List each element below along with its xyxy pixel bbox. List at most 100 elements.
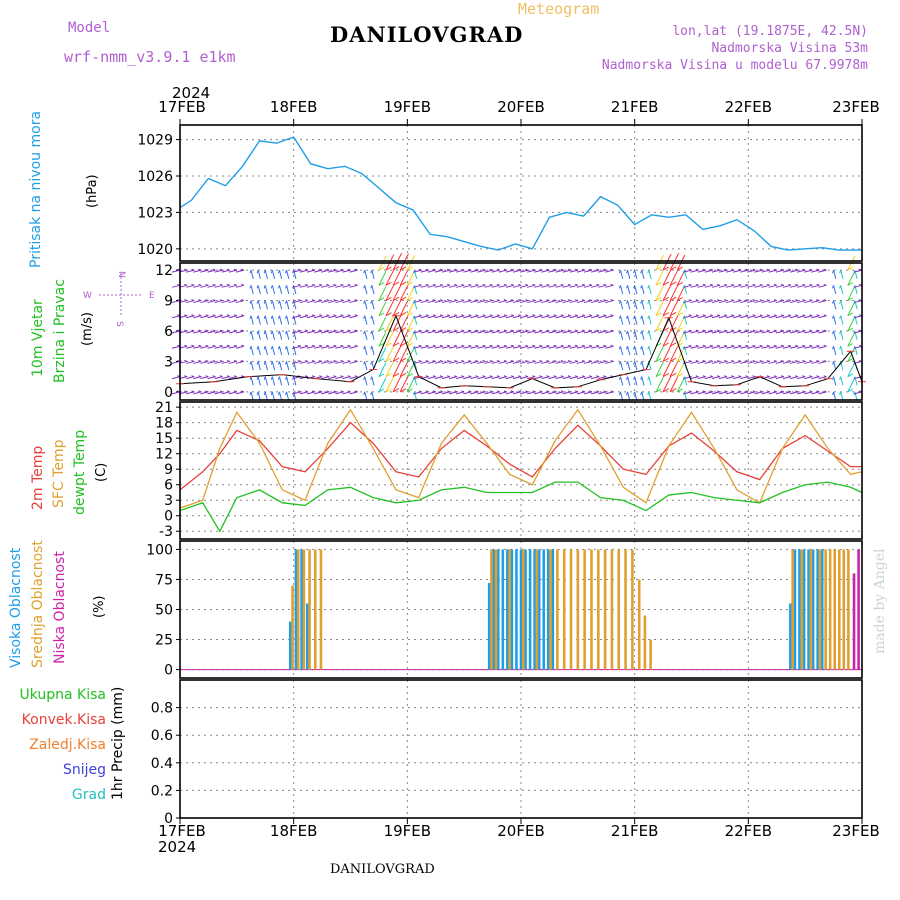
- wind-arrow: [448, 269, 458, 273]
- wind-arrow-head: [518, 314, 522, 317]
- wind-arrow-head: [823, 299, 827, 302]
- wind-arrow-head: [198, 314, 202, 317]
- wind-arrow: [690, 391, 699, 395]
- wind-arrow-head: [724, 390, 728, 393]
- wind-arrow: [576, 360, 586, 364]
- wind-arrow: [847, 301, 856, 316]
- wind-arrow: [371, 300, 375, 310]
- wind-arrow-head: [525, 283, 529, 286]
- wind-arrow-head: [212, 359, 216, 362]
- wind-arrow-head: [752, 314, 756, 317]
- wind-arrow: [690, 315, 699, 319]
- wind-arrow: [264, 330, 268, 340]
- wind-arrow: [193, 345, 202, 349]
- wind-arrow: [342, 376, 351, 380]
- wind-arrow-head: [525, 359, 529, 362]
- wind-arrow: [512, 391, 522, 395]
- wind-arrow: [576, 330, 586, 334]
- wind-arrow-head: [496, 268, 500, 271]
- wind-arrow: [441, 376, 451, 380]
- wind-arrow: [576, 315, 586, 319]
- wind-arrow-head: [787, 299, 792, 302]
- wind-arrow: [342, 330, 351, 334]
- wind-arrow-head: [773, 359, 777, 362]
- wind-arrow: [221, 330, 230, 334]
- wind-arrow: [171, 300, 181, 304]
- wind-arrow-head: [626, 376, 629, 380]
- cloud-mid-bar: [833, 549, 837, 670]
- wind-arrow: [562, 345, 571, 349]
- wind-arrow-head: [766, 390, 770, 393]
- wind-arrow-head: [766, 268, 770, 271]
- wind-arrow-head: [560, 375, 564, 378]
- precip-label-snow: Snijeg: [62, 762, 106, 778]
- wind-arrow: [619, 315, 624, 325]
- wind-arrow-head: [553, 299, 557, 302]
- wind-arrow: [697, 345, 706, 349]
- wind-arrow: [527, 391, 536, 395]
- wind-arrow: [747, 330, 756, 334]
- wind-arrow-head: [285, 315, 288, 320]
- wind-arrow-head: [633, 330, 636, 335]
- wind-arrow-head: [662, 312, 670, 317]
- cloud-high-bar: [807, 549, 810, 670]
- wind-arrow: [797, 269, 806, 273]
- wind-arrow: [342, 284, 351, 288]
- wind-arrow-head: [191, 268, 195, 271]
- cloud-high-bar: [506, 549, 509, 670]
- wind-arrow-head: [709, 375, 713, 378]
- wind-arrow-head: [731, 390, 735, 393]
- wind-arrow: [171, 330, 181, 334]
- wind-arrow: [271, 376, 276, 386]
- wind-arrow-head: [539, 375, 543, 378]
- wind-arrow-head: [802, 268, 806, 271]
- wind-arrow-head: [669, 372, 677, 378]
- wind-arrow: [576, 391, 586, 395]
- cloud-high-bar: [528, 549, 532, 670]
- wind-arrow: [541, 300, 550, 304]
- wind-arrow-head: [787, 329, 792, 332]
- wind-arrow: [740, 391, 749, 395]
- wind-arrow: [448, 391, 458, 395]
- wind-arrow: [662, 253, 672, 271]
- wind-arrow: [385, 315, 395, 332]
- wind-arrow: [669, 359, 680, 377]
- wind-arrow: [448, 300, 458, 304]
- wind-arrow: [335, 269, 344, 273]
- wind-arrow: [321, 345, 330, 349]
- date-label: 18FEB: [269, 822, 318, 840]
- wind-arrow: [328, 284, 337, 288]
- cloud-mid-bar: [296, 549, 300, 670]
- wind-arrow-head: [738, 314, 742, 317]
- wind-arrow: [491, 376, 500, 380]
- wind-arrow: [264, 300, 268, 310]
- wind-arrow: [519, 269, 529, 273]
- wind-arrow-head: [354, 268, 358, 271]
- wind-arrow: [733, 269, 742, 273]
- wind-arrow-head: [205, 283, 209, 286]
- wind-arrow-head: [263, 269, 266, 274]
- wind-arrow-head: [454, 329, 458, 332]
- wind-arrow: [193, 391, 202, 395]
- wind-arrow: [847, 286, 856, 301]
- wind-arrow: [541, 360, 550, 364]
- wind-arrow: [818, 376, 827, 380]
- wind-arrow-head: [655, 373, 662, 378]
- wind-arrow: [200, 315, 209, 319]
- wind-arrow-head: [662, 388, 670, 393]
- wind-arrow: [463, 330, 472, 334]
- wind-arrow: [371, 330, 375, 340]
- wind-arrow-head: [263, 315, 266, 320]
- wind-arrow: [583, 330, 593, 334]
- wind-arrow: [477, 360, 486, 364]
- wind-arrow: [264, 361, 268, 371]
- cloud-mid-bar: [837, 549, 841, 670]
- cloud-high-bar: [294, 549, 298, 670]
- wind-arrow: [761, 284, 770, 288]
- wind-arrow: [463, 300, 472, 304]
- wind-arrow: [789, 300, 799, 304]
- wind-arrow-head: [297, 314, 301, 317]
- wind-arrow: [726, 300, 735, 304]
- wind-arrow: [555, 300, 564, 304]
- wind-arrow-head: [256, 330, 259, 335]
